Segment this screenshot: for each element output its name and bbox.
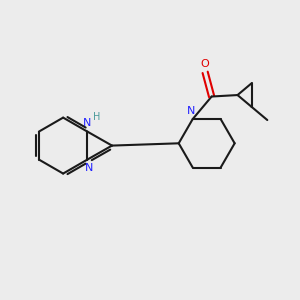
Text: N: N: [83, 118, 92, 128]
Text: O: O: [201, 59, 209, 69]
Text: N: N: [187, 106, 195, 116]
Text: N: N: [85, 164, 93, 173]
Text: H: H: [92, 112, 100, 122]
